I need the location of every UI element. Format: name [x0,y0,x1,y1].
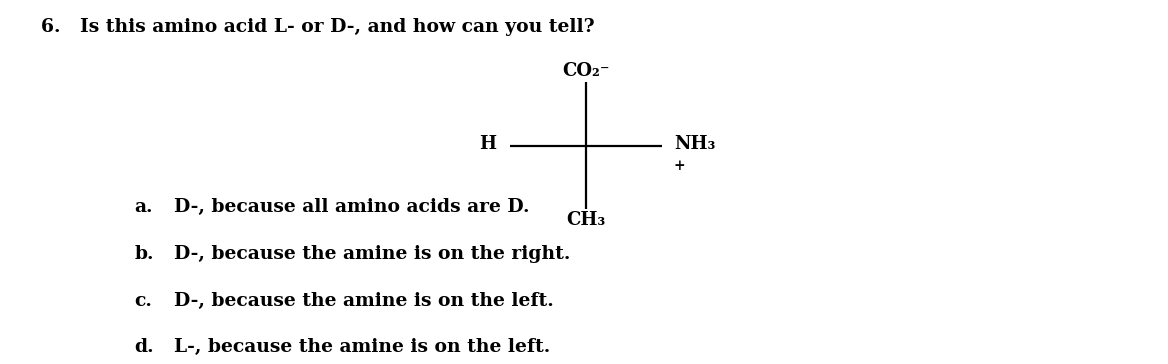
Text: D-, because all amino acids are D.: D-, because all amino acids are D. [161,198,529,216]
Text: 6.   Is this amino acid L- or D-, and how can you tell?: 6. Is this amino acid L- or D-, and how … [41,18,595,36]
Text: a.: a. [134,198,153,216]
Text: CH₃: CH₃ [566,211,606,229]
Text: d.: d. [134,338,154,356]
Text: D-, because the amine is on the right.: D-, because the amine is on the right. [161,245,570,263]
Text: H: H [479,135,496,153]
Text: CO₂⁻: CO₂⁻ [563,62,610,80]
Text: +: + [674,159,686,173]
Text: NH₃: NH₃ [674,135,715,153]
Text: D-, because the amine is on the left.: D-, because the amine is on the left. [161,292,554,309]
Text: c.: c. [134,292,152,309]
Text: b.: b. [134,245,154,263]
Text: L-, because the amine is on the left.: L-, because the amine is on the left. [161,338,550,356]
